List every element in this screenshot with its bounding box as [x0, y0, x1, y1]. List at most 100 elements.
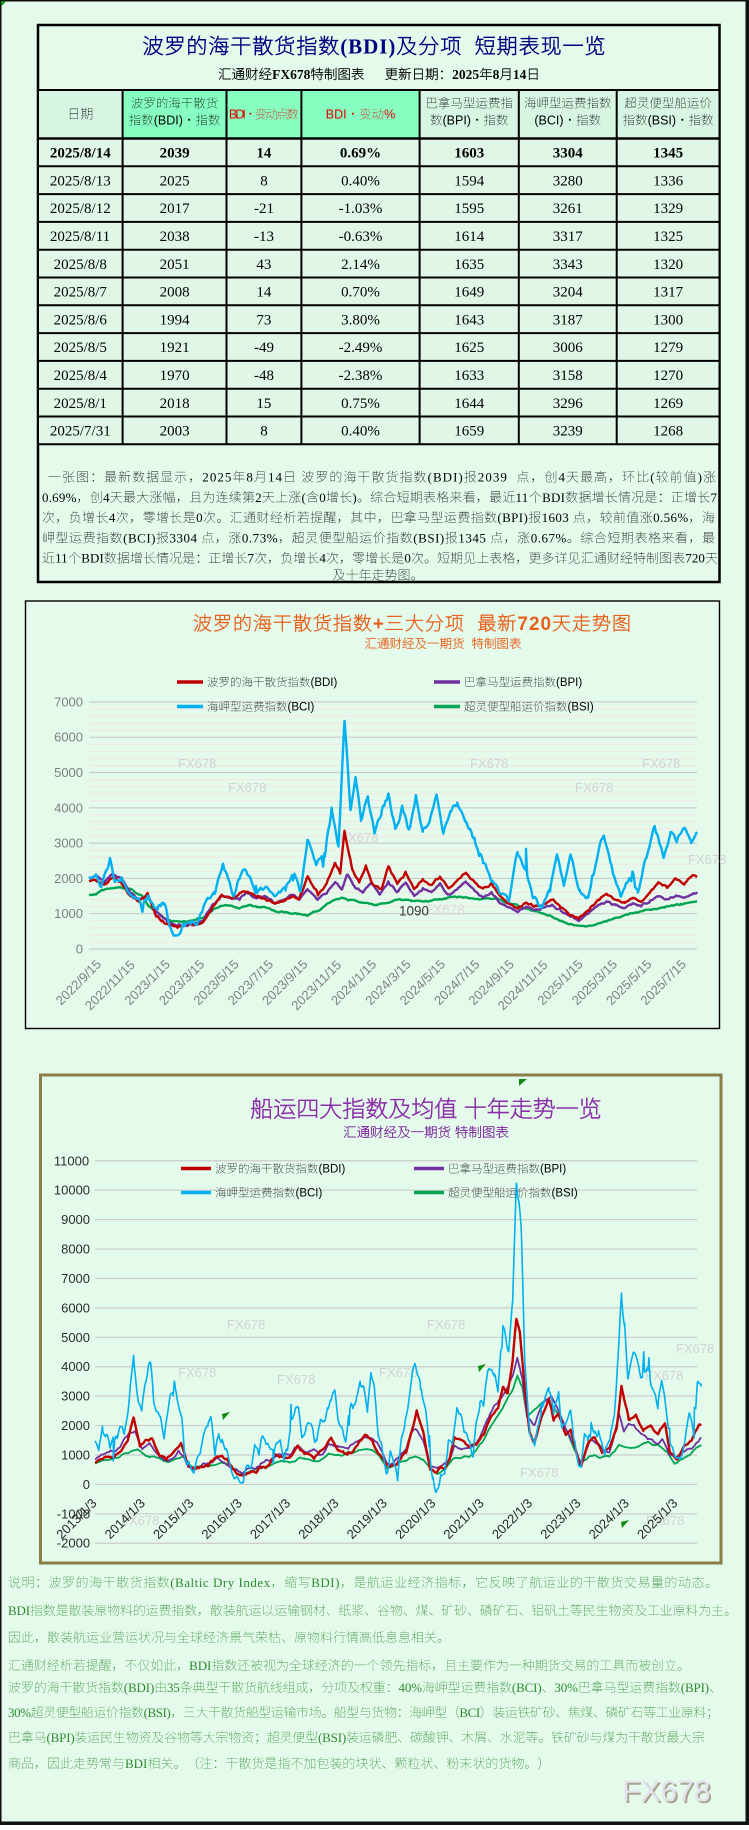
svg-text:+: + [373, 614, 385, 635]
svg-text:1269: 1269 [653, 396, 683, 412]
svg-text:2025: 2025 [160, 173, 190, 189]
svg-text:0.69%: 0.69% [42, 490, 77, 505]
svg-text:1625: 1625 [454, 340, 484, 356]
svg-text:4: 4 [103, 490, 110, 505]
svg-text:FX678: FX678 [470, 756, 508, 771]
svg-text:2025/7/31: 2025/7/31 [50, 424, 111, 440]
svg-text:3.80%: 3.80% [341, 312, 380, 328]
svg-text:1649: 1649 [454, 285, 484, 301]
svg-text:(BSI): (BSI) [648, 114, 676, 128]
svg-text:-13: -13 [254, 229, 274, 245]
svg-text:FX678: FX678 [425, 902, 465, 917]
svg-text:6000: 6000 [54, 730, 83, 745]
svg-text:720: 720 [517, 614, 552, 635]
svg-text:-21: -21 [254, 201, 274, 217]
svg-text:1603: 1603 [542, 510, 570, 525]
svg-text:2003: 2003 [160, 424, 190, 440]
svg-text:1643: 1643 [454, 312, 484, 328]
svg-text:4: 4 [319, 551, 326, 566]
svg-text:(BDI): (BDI) [428, 470, 464, 485]
svg-text:4000: 4000 [54, 800, 83, 815]
svg-text:2025/8/14: 2025/8/14 [50, 146, 111, 162]
svg-text:15: 15 [256, 396, 271, 412]
svg-text:FX678: FX678 [575, 780, 613, 795]
svg-text:1635: 1635 [454, 257, 484, 273]
svg-text:(BDI): (BDI) [319, 1164, 346, 1176]
svg-text:2025/8/6: 2025/8/6 [54, 312, 108, 328]
svg-text:2018: 2018 [160, 396, 190, 412]
svg-text:BDI: BDI [542, 490, 565, 505]
svg-text:4: 4 [109, 510, 116, 525]
svg-text:2025/8/8: 2025/8/8 [54, 257, 107, 273]
svg-text:(BCI): (BCI) [123, 530, 156, 545]
svg-text:2025/8/11: 2025/8/11 [50, 229, 110, 245]
svg-text:5000: 5000 [54, 765, 83, 780]
svg-text:1594: 1594 [454, 173, 485, 189]
svg-text:(BDI): (BDI) [311, 677, 338, 689]
svg-text:3343: 3343 [553, 257, 583, 273]
svg-text:-1.03%: -1.03% [339, 201, 383, 217]
svg-text:43: 43 [256, 257, 271, 273]
svg-text:14: 14 [256, 285, 272, 301]
svg-text:1659: 1659 [454, 424, 484, 440]
svg-text:): ) [698, 470, 703, 485]
svg-text:1279: 1279 [653, 340, 683, 356]
svg-text:(BPI): (BPI) [47, 1730, 75, 1745]
svg-text:3280: 3280 [553, 173, 583, 189]
svg-text:1325: 1325 [653, 229, 683, 245]
svg-text:0: 0 [83, 1477, 90, 1492]
svg-text:(Baltic Dry Index: (Baltic Dry Index [170, 1575, 271, 1590]
svg-text:BDI: BDI [229, 108, 246, 122]
svg-text:FX678: FX678 [427, 1317, 465, 1332]
svg-text:720: 720 [685, 551, 705, 566]
svg-text:0: 0 [404, 551, 411, 566]
svg-text:2039: 2039 [160, 146, 190, 162]
svg-text:2025/8/1: 2025/8/1 [54, 396, 107, 412]
svg-text:11: 11 [55, 551, 68, 566]
svg-text:8: 8 [246, 470, 254, 485]
svg-text:(BPI): (BPI) [497, 510, 528, 525]
svg-text:5000: 5000 [61, 1330, 90, 1345]
svg-text:2025/8/5: 2025/8/5 [54, 340, 107, 356]
svg-text:BDI: BDI [81, 551, 104, 566]
svg-text:2025: 2025 [452, 67, 479, 82]
svg-text:2000: 2000 [61, 1418, 90, 1433]
svg-text:7000: 7000 [61, 1271, 90, 1286]
svg-text:FX678: FX678 [227, 1317, 265, 1332]
svg-text:30%: 30% [554, 1680, 578, 1695]
svg-text:40%: 40% [399, 1680, 423, 1695]
svg-text:0.70%: 0.70% [341, 285, 380, 301]
svg-text:FX678: FX678 [520, 1465, 558, 1480]
svg-text:(BSI): (BSI) [552, 1188, 578, 1200]
svg-text:3304: 3304 [170, 530, 198, 545]
svg-text:3006: 3006 [553, 340, 584, 356]
svg-text:0: 0 [319, 490, 326, 505]
svg-text:-0.63%: -0.63% [339, 229, 383, 245]
svg-text:14: 14 [513, 67, 527, 82]
svg-text:8000: 8000 [61, 1242, 90, 1257]
svg-text:2.14%: 2.14% [341, 257, 380, 273]
svg-text:FX678: FX678 [272, 67, 310, 82]
svg-text:10000: 10000 [54, 1183, 90, 1198]
svg-text:BDI: BDI [189, 1658, 211, 1673]
svg-text:1994: 1994 [160, 312, 191, 328]
svg-text:2: 2 [255, 490, 262, 505]
svg-text:0: 0 [76, 942, 83, 957]
svg-text:1921: 1921 [160, 340, 190, 356]
svg-text:35: 35 [167, 1680, 180, 1695]
svg-text:1000: 1000 [61, 1448, 90, 1463]
svg-text:0.40%: 0.40% [341, 173, 380, 189]
svg-text:8: 8 [260, 424, 268, 440]
svg-text:FX678: FX678 [622, 1775, 710, 1808]
svg-text:1345: 1345 [458, 530, 486, 545]
svg-text:1614: 1614 [454, 229, 485, 245]
svg-text:2025/8/13: 2025/8/13 [50, 173, 111, 189]
svg-text:4000: 4000 [61, 1359, 90, 1374]
svg-text:1320: 1320 [653, 257, 683, 273]
svg-text:1595: 1595 [454, 201, 484, 217]
svg-text:(BPI): (BPI) [443, 114, 471, 128]
svg-text:(BDI): (BDI) [154, 114, 183, 128]
svg-text:%: % [384, 108, 395, 122]
svg-text:2025/8/7: 2025/8/7 [54, 285, 108, 301]
svg-text:3158: 3158 [553, 368, 583, 384]
